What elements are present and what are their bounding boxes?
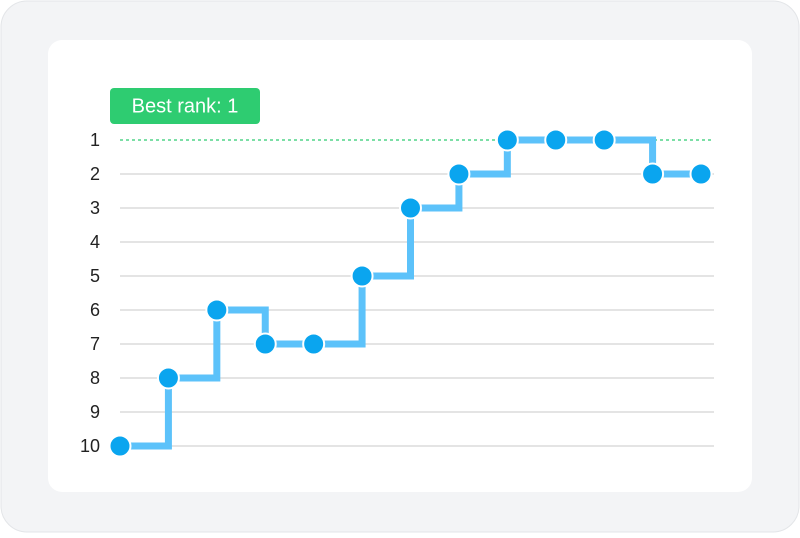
point — [447, 162, 471, 186]
y-tick-label: 9 — [90, 402, 100, 422]
plot: 1 2 3 4 5 6 7 8 9 10 Best rank: 1 — [80, 88, 714, 458]
card — [48, 40, 752, 492]
step-segment — [120, 378, 172, 450]
point — [350, 264, 374, 288]
point — [253, 332, 277, 356]
step-segment — [362, 208, 414, 280]
y-tick-label: 5 — [90, 266, 100, 286]
y-tick-label: 10 — [80, 436, 100, 456]
point — [495, 128, 519, 152]
step-segment — [168, 310, 221, 382]
y-tick-label: 2 — [90, 164, 100, 184]
point — [689, 162, 713, 186]
y-tick-label: 6 — [90, 300, 100, 320]
point — [399, 196, 422, 220]
point — [302, 332, 326, 356]
point — [108, 434, 132, 458]
y-tick-label: 3 — [90, 198, 100, 218]
point — [544, 128, 568, 152]
badge — [110, 88, 260, 124]
y-tick-label: 8 — [90, 368, 100, 388]
badge-label: Best rank: 1 — [132, 95, 239, 117]
point — [205, 298, 229, 322]
point — [641, 162, 665, 186]
point — [592, 128, 616, 152]
point — [156, 366, 180, 390]
step-segment — [313, 276, 366, 348]
y-tick-label: 7 — [90, 334, 100, 354]
y-tick-label: 1 — [90, 130, 100, 150]
y-tick-label: 4 — [90, 232, 100, 252]
